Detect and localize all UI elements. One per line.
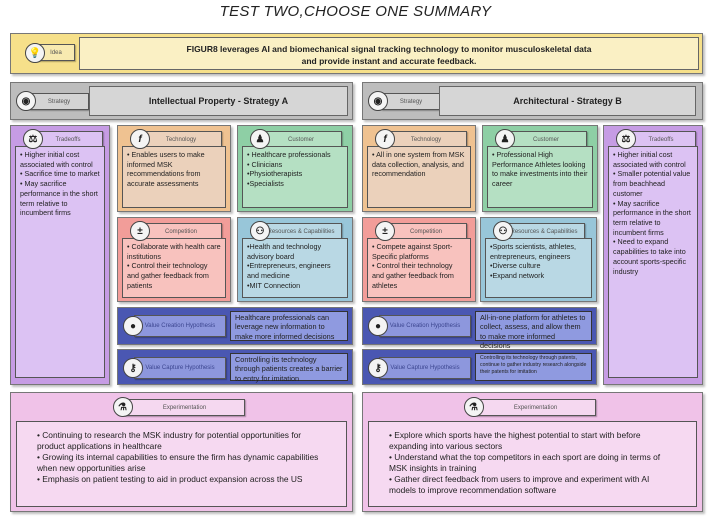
value_creation-text: Healthcare professionals can leverage ne… <box>230 311 348 341</box>
strategy-label: Strategy <box>29 93 89 110</box>
competition-icon: ± <box>375 221 395 241</box>
competition-panel: ± Competition • Compete against Sport-Sp… <box>362 217 476 302</box>
scale-icon: ⚖ <box>23 129 43 149</box>
idea-text: FIGUR8 leverages AI and biomechanical si… <box>79 37 699 70</box>
value_capture-label: Value Capture Hypothesis <box>134 357 226 379</box>
lock-icon: ● <box>123 316 143 336</box>
value-creation-panel: ● Value Creation Hypothesis Healthcare p… <box>117 307 353 345</box>
strategy-label: Strategy <box>381 93 441 110</box>
function-icon: f <box>130 129 150 149</box>
strategy-title: Intellectual Property - Strategy A <box>89 86 348 116</box>
flask-icon: ⚗ <box>112 397 133 417</box>
target-icon: ◉ <box>368 91 388 111</box>
customer-panel-text: • Healthcare professionals • Clinicians … <box>242 146 348 208</box>
value-capture-panel: ⚷ Value Capture Hypothesis Controlling i… <box>117 349 353 385</box>
value_capture-text: Controlling its technology through paten… <box>475 353 592 381</box>
experimentation-panel: ⚗ Experimentation • Explore which sports… <box>362 392 703 512</box>
value_capture-text: Controlling its technology through patie… <box>230 353 348 383</box>
key-icon: ⚷ <box>368 358 388 378</box>
competition-panel-text: • Collaborate with health care instituti… <box>122 238 226 298</box>
experimentation-label: Experimentation <box>475 399 596 416</box>
page-title: TEST TWO,CHOOSE ONE SUMMARY <box>219 3 492 20</box>
technology-panel: f Technology • All in one system from MS… <box>362 125 476 212</box>
target-icon: ◉ <box>16 91 36 111</box>
value_creation-text: All-in-one platform for athletes to coll… <box>475 311 592 350</box>
value_creation-label: Value Creation Hypothesis <box>379 315 471 337</box>
experimentation-text: • Continuing to research the MSK industr… <box>16 421 347 507</box>
technology-panel-text: • All in one system from MSK data collec… <box>367 146 471 208</box>
value-capture-panel: ⚷ Value Capture Hypothesis Controlling i… <box>362 349 597 385</box>
tradeoffs-panel-text: • Higher initial cost associated with co… <box>608 146 698 378</box>
resources-panel-text: •Health and technology advisory board •E… <box>242 238 348 298</box>
network-icon: ⚇ <box>250 221 270 241</box>
customer-icon: ♟ <box>250 129 270 149</box>
experimentation-label: Experimentation <box>124 399 245 416</box>
customer-panel: ♟ Customer • Healthcare professionals • … <box>237 125 353 212</box>
competition-icon: ± <box>130 221 150 241</box>
technology-panel-text: • Enables users to make informed MSK rec… <box>122 146 226 208</box>
network-icon: ⚇ <box>493 221 513 241</box>
resources-panel-text: •Sports scientists, athletes, entreprene… <box>485 238 592 298</box>
lock-icon: ● <box>368 316 388 336</box>
customer-panel-text: • Professional High Performance Athletes… <box>487 146 593 208</box>
tradeoffs-panel: ⚖ Tradeoffs • Higher initial cost associ… <box>10 125 110 385</box>
lightbulb-icon: 💡 <box>25 43 45 63</box>
resources-panel: ⚇ Resources & Capabilities •Health and t… <box>237 217 353 302</box>
value_creation-label: Value Creation Hypothesis <box>134 315 226 337</box>
competition-panel: ± Competition • Collaborate with health … <box>117 217 231 302</box>
customer-icon: ♟ <box>495 129 515 149</box>
competition-panel-text: • Compete against Sport-Specific platfor… <box>367 238 471 298</box>
scale-icon: ⚖ <box>616 129 636 149</box>
flask-icon: ⚗ <box>463 397 484 417</box>
key-icon: ⚷ <box>123 358 143 378</box>
idea-panel: 💡 Idea FIGUR8 leverages AI and biomechan… <box>10 33 703 74</box>
strategy-title: Architectural - Strategy B <box>439 86 696 116</box>
value-creation-panel: ● Value Creation Hypothesis All-in-one p… <box>362 307 597 350</box>
tradeoffs-panel: ⚖ Tradeoffs • Higher initial cost associ… <box>603 125 703 385</box>
technology-panel: f Technology • Enables users to make inf… <box>117 125 231 212</box>
resources-panel: ⚇ Resources & Capabilities •Sports scien… <box>480 217 597 302</box>
experimentation-text: • Explore which sports have the highest … <box>368 421 697 507</box>
strategy_b-header: ◉ Strategy Architectural - Strategy B <box>362 82 703 120</box>
strategy_a-header: ◉ Strategy Intellectual Property - Strat… <box>10 82 353 120</box>
function-icon: f <box>375 129 395 149</box>
customer-panel: ♟ Customer • Professional High Performan… <box>482 125 598 212</box>
tradeoffs-panel-text: • Higher initial cost associated with co… <box>15 146 105 378</box>
experimentation-panel: ⚗ Experimentation • Continuing to resear… <box>10 392 353 512</box>
value_capture-label: Value Capture Hypothesis <box>379 357 471 379</box>
idea-label: Idea <box>37 44 75 61</box>
